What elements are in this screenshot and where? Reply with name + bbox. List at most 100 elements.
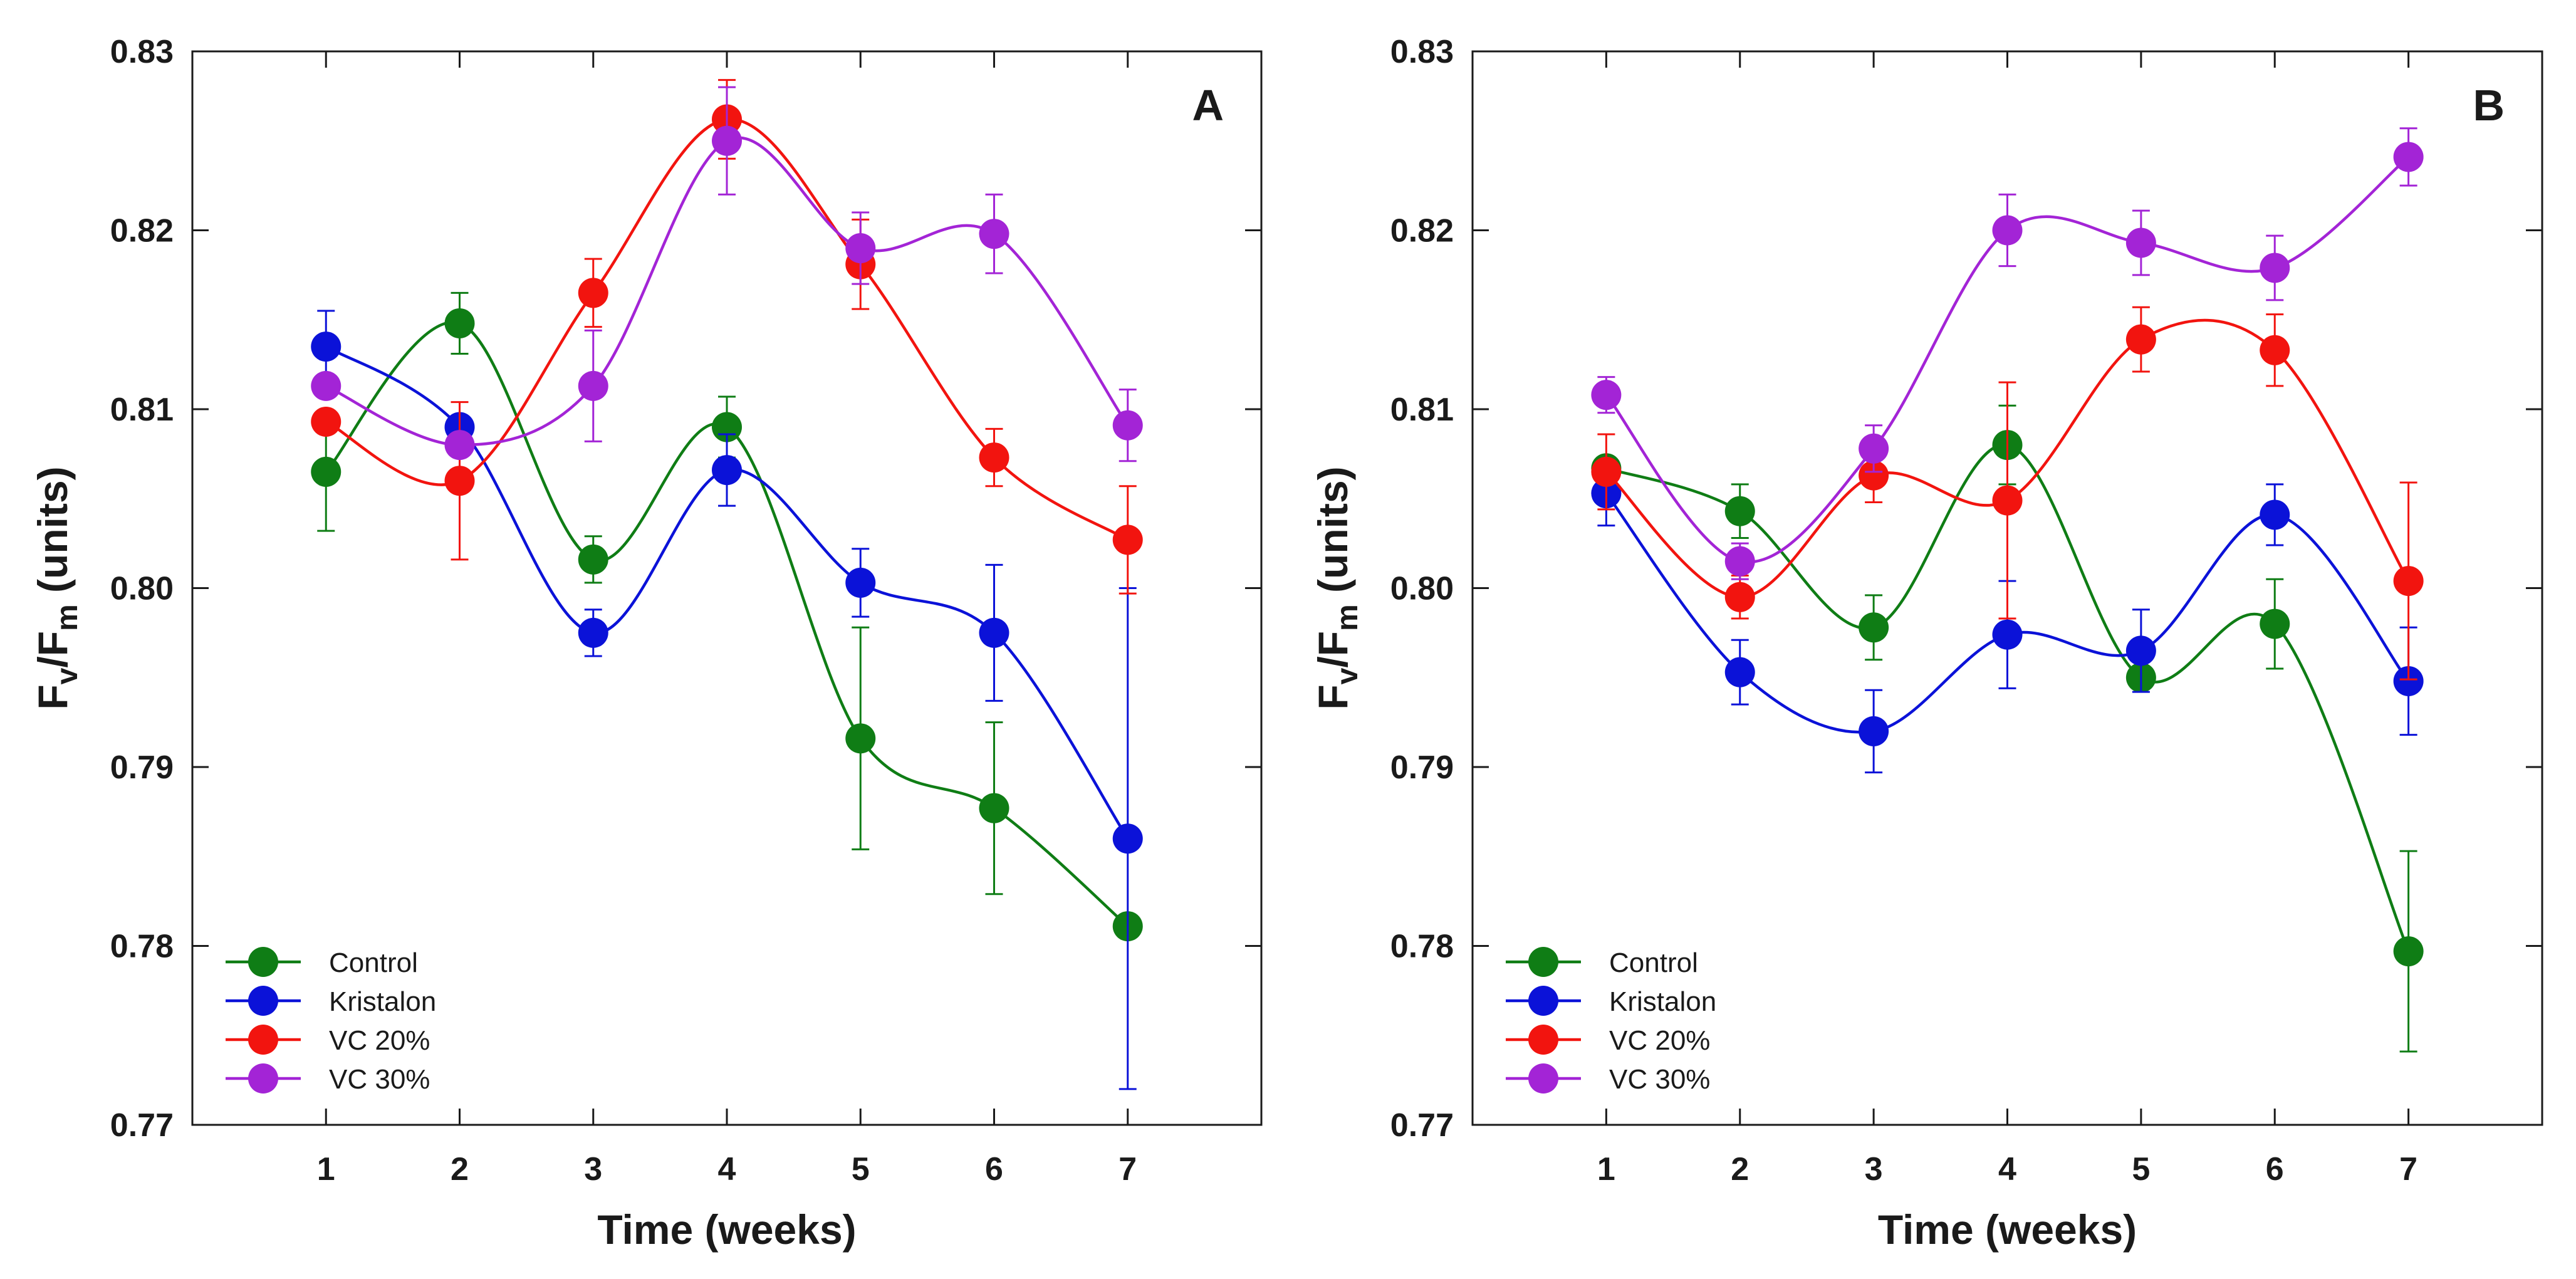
x-axis-title: Time (weeks) — [1878, 1206, 2137, 1253]
x-tick-label: 3 — [584, 1151, 602, 1188]
y-tick-label: 0.80 — [1390, 571, 1454, 607]
x-tick-label: 2 — [451, 1151, 469, 1188]
data-point — [578, 617, 608, 648]
y-tick-label: 0.82 — [1390, 213, 1454, 249]
data-point — [979, 442, 1009, 473]
legend-label: VC 20% — [1609, 1025, 1710, 1056]
data-point — [1591, 380, 1622, 410]
legend-label: VC 30% — [329, 1064, 430, 1095]
legend-label: VC 30% — [1609, 1064, 1710, 1095]
series-vc-30 — [311, 86, 1143, 462]
data-point — [2260, 608, 2290, 639]
x-tick-label: 6 — [2266, 1151, 2284, 1188]
legend-marker — [248, 1063, 278, 1094]
legend: Control Kristalon VC 20% VC 30% — [226, 947, 436, 1095]
y-axis-title-unit: (units) — [1310, 466, 1356, 604]
panel-label: B — [2473, 81, 2505, 130]
data-point — [1992, 485, 2023, 516]
panel-label: A — [1192, 81, 1224, 130]
x-tick-label: 1 — [317, 1151, 335, 1188]
data-point — [578, 278, 608, 308]
data-point — [578, 370, 608, 401]
data-point — [311, 331, 342, 362]
data-point — [2260, 253, 2290, 283]
y-tick-label: 0.82 — [110, 213, 174, 249]
y-axis-title-sub2: m — [51, 604, 84, 631]
data-point — [2260, 499, 2290, 530]
legend-label: Control — [1609, 948, 1698, 978]
data-point — [2393, 666, 2424, 696]
legend-marker — [248, 1025, 278, 1055]
x-tick-label: 1 — [1597, 1151, 1615, 1188]
x-tick-label: 3 — [1865, 1151, 1883, 1188]
data-point — [845, 233, 876, 264]
y-tick-label: 0.79 — [1390, 749, 1454, 786]
y-tick-label: 0.77 — [110, 1107, 174, 1144]
y-axis-title: Fv/Fm (units) — [29, 466, 84, 709]
data-point — [444, 466, 475, 496]
y-axis-title-slash: /F — [29, 631, 76, 668]
y-tick-label: 0.83 — [110, 34, 174, 70]
legend-label: Control — [329, 948, 418, 978]
series-line — [1605, 443, 2410, 952]
y-axis-title-unit: (units) — [29, 466, 76, 604]
legend-marker — [1528, 1025, 1558, 1055]
series-kristalon — [1591, 460, 2424, 774]
x-tick-label: 5 — [2132, 1151, 2150, 1188]
legend-label: Kristalon — [329, 986, 436, 1017]
data-point — [2393, 142, 2424, 172]
data-point — [1112, 525, 1143, 555]
series-vc-30 — [1591, 127, 2424, 580]
y-axis-title-main: F — [1310, 684, 1356, 709]
y-tick-label: 0.79 — [110, 749, 174, 786]
chart-panel-a: 0.77 0.78 0.79 0.80 0.81 0.82 0.83 1 2 3 4 5 6 7 Time … — [29, 34, 1263, 1253]
series-vc-20 — [311, 79, 1143, 595]
y-axis-title-sub1: v — [1331, 667, 1364, 684]
data-point — [1724, 582, 1755, 612]
y-axis-title: Fv/Fm (units) — [1310, 466, 1364, 709]
data-point — [2125, 324, 2156, 355]
data-point — [845, 723, 876, 754]
y-axis-title-slash: /F — [1310, 631, 1356, 668]
x-tick-label: 7 — [2399, 1151, 2417, 1188]
data-point — [1859, 433, 1889, 464]
x-axis-title: Time (weeks) — [597, 1206, 856, 1253]
data-point — [1859, 460, 1889, 491]
y-tick-label: 0.83 — [1390, 34, 1454, 70]
x-tick-label: 2 — [1731, 1151, 1749, 1188]
data-point — [311, 456, 342, 487]
y-tick-label: 0.81 — [1390, 392, 1454, 428]
data-point — [1992, 215, 2023, 246]
legend-marker — [1528, 986, 1558, 1016]
x-tick-label: 6 — [985, 1151, 1003, 1188]
data-point — [979, 617, 1009, 648]
data-point — [712, 125, 742, 156]
legend-marker — [1528, 1063, 1558, 1094]
data-point — [712, 455, 742, 486]
y-axis-title-sub2: m — [1331, 604, 1364, 631]
data-point — [1724, 496, 1755, 526]
y-tick-label: 0.78 — [110, 929, 174, 965]
data-point — [1859, 612, 1889, 643]
data-point — [578, 544, 608, 575]
data-point — [2125, 635, 2156, 666]
legend-marker — [248, 947, 278, 977]
data-point — [1724, 657, 1755, 687]
data-point — [1591, 456, 1622, 487]
data-point — [2393, 936, 2424, 967]
y-tick-label: 0.80 — [110, 571, 174, 607]
data-point — [1859, 716, 1889, 746]
data-point — [1112, 410, 1143, 441]
legend: Control Kristalon VC 20% VC 30% — [1506, 947, 1716, 1095]
y-tick-label: 0.81 — [110, 392, 174, 428]
data-point — [2125, 227, 2156, 258]
y-tick-label: 0.78 — [1390, 929, 1454, 965]
x-tick-label: 7 — [1119, 1151, 1137, 1188]
data-point — [979, 219, 1009, 249]
data-point — [1992, 619, 2023, 650]
data-point — [444, 430, 475, 461]
x-tick-label: 5 — [852, 1151, 870, 1188]
data-point — [444, 308, 475, 338]
data-point — [1724, 546, 1755, 577]
